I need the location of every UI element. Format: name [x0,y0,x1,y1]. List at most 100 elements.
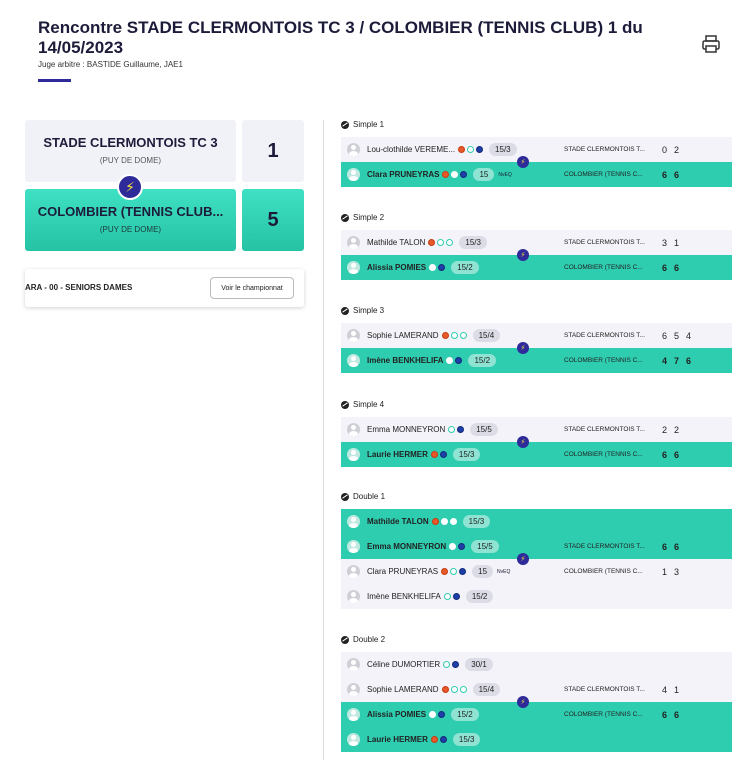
home-team-card[interactable]: STADE CLERMONTOIS TC 3 (PUY DE DOME) [25,120,236,182]
lightning-bolt-icon: ⚡ [517,342,529,354]
tennis-ball-icon [341,306,349,315]
match-label: Simple 4 [341,400,384,409]
player-name[interactable]: Imène BENKHELIFA [367,592,441,601]
fire-icon [441,332,449,339]
ring-icon [459,332,467,339]
player-row[interactable]: Clara PRUNEYRAS 15 NvEQ COLOMBIER (TENNIS C… [341,162,732,187]
printer-icon[interactable] [700,33,722,55]
player-row[interactable]: Sophie LAMERAND 15/4 STADE CLERMONTOIS T..… [341,323,732,348]
tennis-ball-icon [341,492,349,501]
match-label: Simple 3 [341,306,384,315]
ring-icon [429,711,437,718]
player-name[interactable]: Alissia POMIES [367,710,427,719]
player-name[interactable]: Sophie LAMERAND [367,331,439,340]
blue-icon [439,736,447,743]
player-name[interactable]: Mathilde TALON [367,517,429,526]
ring-icon [449,543,457,550]
fire-icon [430,451,438,458]
ring-icon [459,686,467,693]
player-name[interactable]: Emma MONNEYRON [367,425,446,434]
home-team-name: STADE CLERMONTOIS TC 3 [43,135,218,150]
match-label-text: Simple 2 [353,213,385,222]
player-row[interactable]: Clara PRUNEYRAS 15 NvEQ COLOMBIER (TENNIS C… [341,559,732,584]
status-icons [430,451,447,458]
set-score: 6 [662,330,668,341]
player-name[interactable]: Lou-clothilde VEREME... [367,145,456,154]
status-icons [441,686,467,693]
ring-icon [449,518,457,525]
set-score: 6 [662,709,668,720]
player-name[interactable]: Laurie HERMER [367,450,428,459]
fire-icon [441,686,449,693]
status-icons [443,593,460,600]
column-divider [323,120,324,760]
club-name: COLOMBIER (TENNIS C... [564,171,643,178]
ring-icon [467,146,475,153]
player-name[interactable]: Clara PRUNEYRAS [367,567,439,576]
ring-icon [450,332,458,339]
avatar [347,423,360,436]
ranking-badge: 15/4 [472,329,501,342]
player-row[interactable]: Imène BENKHELIFA 15/2 [341,584,732,609]
player-row[interactable]: Céline DUMORTIER 30/1 [341,652,732,677]
lightning-bolt-icon: ⚡ [517,436,529,448]
set-score: 6 [662,169,668,180]
player-row[interactable]: Laurie HERMER 15/3 [341,727,732,752]
set-score: 6 [674,449,680,460]
player-row[interactable]: Lou-clothilde VEREME... 15/3 STADE CLERMON… [341,137,732,162]
set-score: 6 [662,262,668,273]
club-name: STADE CLERMONTOIS T... [564,239,645,246]
status-icons [441,568,467,575]
ring-icon [440,518,448,525]
club-name: STADE CLERMONTOIS T... [564,686,645,693]
view-championship-button[interactable]: Voir le championnat [210,277,294,299]
player-row[interactable]: Alissia POMIES 15/2 COLOMBIER (TENNIS C...… [341,702,732,727]
player-row[interactable]: Emma MONNEYRON 15/5 STADE CLERMONTOIS T...… [341,417,732,442]
player-row[interactable]: Mathilde TALON 15/3 STADE CLERMONTOIS T...… [341,230,732,255]
fire-icon [430,736,438,743]
set-score: 4 [662,355,668,366]
ranking-badge: 15/3 [489,143,517,156]
set-score: 2 [674,144,680,155]
player-name[interactable]: Imène BENKHELIFA [367,356,444,365]
set-score: 1 [674,684,680,695]
player-row[interactable]: Mathilde TALON 15/3 [341,509,732,534]
set-score: 5 [674,330,680,341]
match-label-text: Double 1 [353,492,386,501]
set-score: 6 [674,262,680,273]
lightning-bolt-icon: ⚡ [517,156,529,168]
player-name[interactable]: Sophie LAMERAND [367,685,439,694]
player-name[interactable]: Laurie HERMER [367,735,428,744]
club-name: COLOMBIER (TENNIS C... [564,568,643,575]
player-name[interactable]: Mathilde TALON [367,238,426,247]
lightning-bolt-icon: ⚡ [517,249,529,261]
player-row[interactable]: Emma MONNEYRON 15/5 STADE CLERMONTOIS T...… [341,534,732,559]
status-icons [428,239,454,246]
player-row[interactable]: Alissia POMIES 15/2 COLOMBIER (TENNIS C...… [341,255,732,280]
player-name[interactable]: Céline DUMORTIER [367,660,441,669]
away-team-score: 5 [242,189,304,251]
avatar [347,733,360,746]
club-name: COLOMBIER (TENNIS C... [564,264,643,271]
ranking-badge: 15 [473,168,495,181]
ranking-badge: 15/2 [465,590,494,603]
match-label-text: Simple 4 [353,400,385,409]
ring-icon [450,568,458,575]
player-name[interactable]: Emma MONNEYRON [367,542,447,551]
player-name[interactable]: Alissia POMIES [367,263,427,272]
player-name[interactable]: Clara PRUNEYRAS [367,170,440,179]
blue-icon [460,171,468,178]
player-row[interactable]: Imène BENKHELIFA 15/2 COLOMBIER (TENNIS C.… [341,348,732,373]
lightning-bolt-icon: ⚡ [517,696,529,708]
blue-icon [452,661,460,668]
home-team-score: 1 [242,120,304,182]
avatar [347,236,360,249]
blue-icon [438,711,446,718]
player-row[interactable]: Laurie HERMER 15/3 COLOMBIER (TENNIS C... 6… [341,442,732,467]
player-row[interactable]: Sophie LAMERAND 15/4 STADE CLERMONTOIS T..… [341,677,732,702]
match-label: Double 1 [341,492,385,501]
